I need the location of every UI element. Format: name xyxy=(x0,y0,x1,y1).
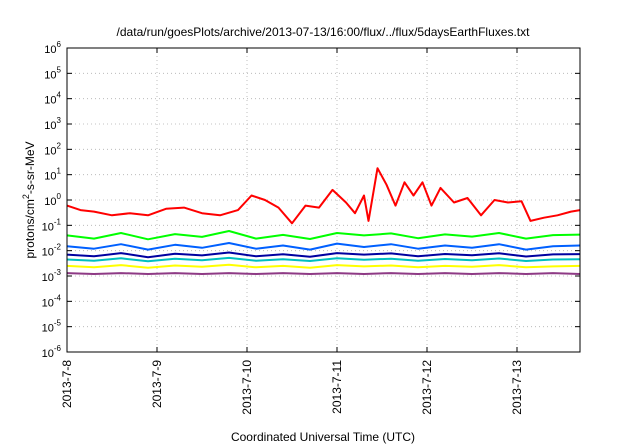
chart-title: /data/run/goesPlots/archive/2013-07-13/1… xyxy=(117,25,531,39)
y-tick-base: 10 xyxy=(42,247,54,259)
y-tick-label: 104 xyxy=(44,91,61,107)
y-axis-label-sup: 2 xyxy=(21,194,31,199)
y-axis-label-post: -s-sr-MeV xyxy=(23,141,37,194)
y-tick-label: 103 xyxy=(44,116,61,132)
y-tick-base: 10 xyxy=(42,297,54,309)
y-tick-label: 10-3 xyxy=(42,268,62,284)
plot-frame xyxy=(66,47,581,353)
x-tick-label: 2013-7-8 xyxy=(60,360,74,408)
x-tick-label: 2013-7-12 xyxy=(420,360,434,415)
y-tick-base: 10 xyxy=(42,272,54,284)
y-tick-exp: 2 xyxy=(57,141,62,150)
y-tick-exp: -6 xyxy=(54,344,62,353)
y-tick-label: 10-4 xyxy=(42,293,62,309)
y-tick-exp: 4 xyxy=(57,91,62,100)
y-tick-base: 10 xyxy=(44,145,56,157)
series-line-1 xyxy=(66,263,581,269)
y-tick-label: 10-5 xyxy=(42,319,62,335)
y-tick-base: 10 xyxy=(42,221,54,233)
y-tick-exp: 5 xyxy=(57,65,62,74)
y-tick-base: 10 xyxy=(44,44,56,56)
x-tick-label: 2013-7-13 xyxy=(510,360,524,415)
x-tick-label: 2013-7-11 xyxy=(330,360,344,414)
y-axis-label: protons/cm2-s-sr-MeV xyxy=(21,141,37,258)
x-axis: 2013-7-8 2013-7-9 2013-7-10 2013-7-11 2013-7… xyxy=(60,48,524,415)
y-tick-base: 10 xyxy=(44,171,56,183)
y-tick-base: 10 xyxy=(44,95,56,107)
y-tick-base: 10 xyxy=(44,69,56,81)
series-line-0 xyxy=(66,272,581,275)
y-tick-label: 10-1 xyxy=(42,217,62,233)
series-line-5 xyxy=(66,230,581,241)
y-tick-base: 10 xyxy=(42,348,54,360)
y-tick-exp: 6 xyxy=(57,40,62,49)
y-tick-exp: -1 xyxy=(54,217,62,226)
y-tick-label: 101 xyxy=(44,167,61,183)
y-tick-exp: 1 xyxy=(57,167,62,176)
y-tick-label: 106 xyxy=(44,40,61,56)
y-tick-exp: -3 xyxy=(54,268,62,277)
x-axis-label: Coordinated Universal Time (UTC) xyxy=(231,430,415,444)
series-line-4 xyxy=(66,242,581,251)
y-tick-label: 10-6 xyxy=(42,344,62,360)
plot-area xyxy=(66,167,581,275)
y-tick-base: 10 xyxy=(42,323,54,335)
grid xyxy=(66,48,580,352)
series-line-6 xyxy=(66,167,581,225)
y-axis-label-pre: protons/cm xyxy=(23,199,37,258)
y-tick-exp: -5 xyxy=(54,319,62,328)
y-tick-label: 102 xyxy=(44,141,61,157)
y-tick-label: 100 xyxy=(44,192,61,208)
y-tick-label: 105 xyxy=(44,65,61,81)
x-tick-label: 2013-7-9 xyxy=(150,360,164,408)
y-tick-exp: -4 xyxy=(54,293,62,302)
series-line-3 xyxy=(66,251,581,259)
y-tick-exp: 0 xyxy=(57,192,62,201)
y-tick-exp: -2 xyxy=(54,243,62,252)
y-tick-base: 10 xyxy=(44,196,56,208)
y-tick-exp: 3 xyxy=(57,116,62,125)
y-tick-label: 10-2 xyxy=(42,243,62,259)
y-tick-base: 10 xyxy=(44,120,56,132)
x-tick-label: 2013-7-10 xyxy=(240,360,254,415)
y-axis: 10-610-510-410-310-210-11001011021031041… xyxy=(42,40,580,360)
series-line-2 xyxy=(66,256,581,263)
